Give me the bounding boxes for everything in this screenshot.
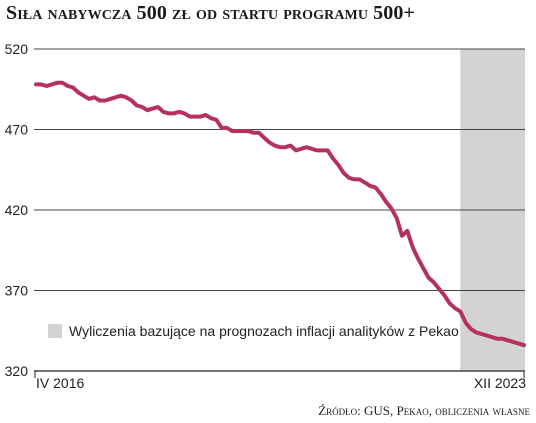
y-tick-label: 370 <box>5 283 29 299</box>
forecast-legend-swatch <box>48 324 62 338</box>
forecast-legend-label: Wyliczenia bazujące na prognozach inflac… <box>69 323 459 339</box>
source-note: Źródło: GUS, Pekao, obliczenia własne <box>318 403 530 418</box>
legend: Wyliczenia bazujące na prognozach inflac… <box>48 323 459 339</box>
series-line <box>34 80 526 348</box>
x-tick-label: XII 2023 <box>474 375 526 391</box>
x-tick-label: IV 2016 <box>36 375 84 391</box>
y-tick-label: 420 <box>5 202 29 218</box>
y-axis-ticks: 320 370 420 470 520 <box>5 41 29 379</box>
y-tick-label: 320 <box>5 363 29 379</box>
chart-title: Siła nabywcza 500 zł od startu programu … <box>6 2 415 24</box>
grid-lines <box>34 48 525 372</box>
y-tick-label: 470 <box>5 122 29 138</box>
y-tick-label: 520 <box>5 41 29 57</box>
x-axis-ticks: IV 2016 XII 2023 <box>34 371 526 391</box>
